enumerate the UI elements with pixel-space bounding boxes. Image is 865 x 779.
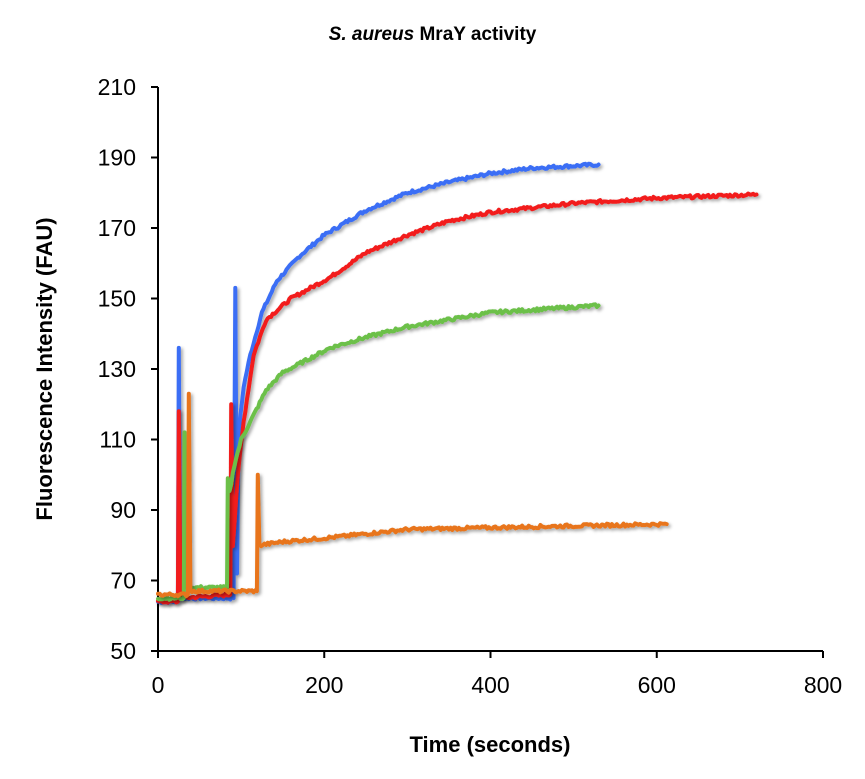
- y-tick-label: 210: [98, 74, 136, 100]
- y-tick-label: 150: [98, 286, 136, 312]
- series-line-green: [156, 302, 601, 602]
- x-tick-label: 0: [152, 672, 165, 698]
- y-tick-label: 190: [98, 145, 136, 171]
- series-line-orange: [156, 391, 669, 599]
- y-tick-label: 110: [99, 427, 136, 453]
- x-tick-label: 400: [471, 672, 509, 698]
- series-line-blue: [156, 161, 601, 605]
- y-axis-label: Fluorescence Intensity (FAU): [32, 217, 57, 520]
- y-tick-label: 50: [110, 638, 136, 664]
- chart-title-rest: MraY activity: [414, 24, 537, 45]
- y-tick-label: 170: [98, 215, 136, 241]
- y-tick-label: 70: [110, 568, 136, 594]
- chart-title-italic: S. aureus: [328, 24, 415, 45]
- y-tick-label: 130: [98, 356, 136, 382]
- x-tick-label: 600: [638, 672, 676, 698]
- chart-title: S. aureus MraY activity: [0, 24, 865, 46]
- x-tick-label: 800: [804, 672, 842, 698]
- x-axis-label: Time (seconds): [410, 732, 571, 757]
- x-tick-label: 200: [305, 672, 343, 698]
- y-tick-label: 90: [110, 497, 136, 523]
- series-line-red: [156, 191, 759, 605]
